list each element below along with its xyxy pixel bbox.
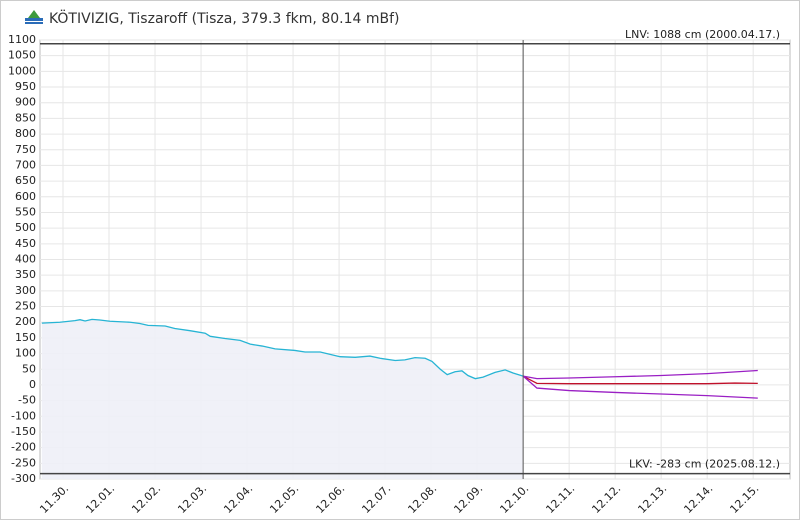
y-tick-label: 200: [15, 315, 36, 328]
y-tick-label: 550: [15, 205, 36, 218]
y-tick-label: -100: [11, 409, 36, 422]
reference-label: LNV: 1088 cm (2000.04.17.): [625, 28, 780, 41]
logo: [25, 10, 43, 24]
y-tick-label: 1000: [8, 64, 36, 77]
y-tick-label: -200: [11, 441, 36, 454]
y-tick-label: 800: [15, 127, 36, 140]
y-tick-label: 450: [15, 237, 36, 250]
y-tick-label: 950: [15, 80, 36, 93]
y-tick-label: 650: [15, 174, 36, 187]
y-tick-label: 900: [15, 96, 36, 109]
y-tick-label: 150: [15, 331, 36, 344]
y-tick-label: 1100: [8, 33, 36, 46]
y-tick-label: 400: [15, 253, 36, 266]
y-tick-label: -250: [11, 456, 36, 469]
y-tick-label: 350: [15, 268, 36, 281]
y-tick-label: 250: [15, 300, 36, 313]
y-tick-label: 300: [15, 284, 36, 297]
line: [522, 375, 758, 399]
chart-title: KÖTIVIZIG, Tiszaroff (Tisza, 379.3 fkm, …: [49, 9, 400, 27]
line: [523, 369, 758, 380]
y-tick-label: 700: [15, 158, 36, 171]
line: [522, 375, 758, 385]
y-tick-label: 750: [15, 143, 36, 156]
y-tick-label: 850: [15, 111, 36, 124]
y-tick-label: 0: [29, 378, 36, 391]
y-tick-label: 100: [15, 347, 36, 360]
y-tick-label: 50: [22, 362, 36, 375]
y-tick-label: -150: [11, 425, 36, 438]
reference-label: LKV: -283 cm (2025.08.12.): [629, 458, 780, 471]
y-tick-label: -300: [11, 472, 36, 485]
y-tick-label: -50: [18, 394, 36, 407]
y-tick-label: 600: [15, 190, 36, 203]
y-tick-label: 1050: [8, 49, 36, 62]
y-tick-label: 500: [15, 221, 36, 234]
line: [41, 318, 524, 380]
area: [41, 319, 524, 479]
